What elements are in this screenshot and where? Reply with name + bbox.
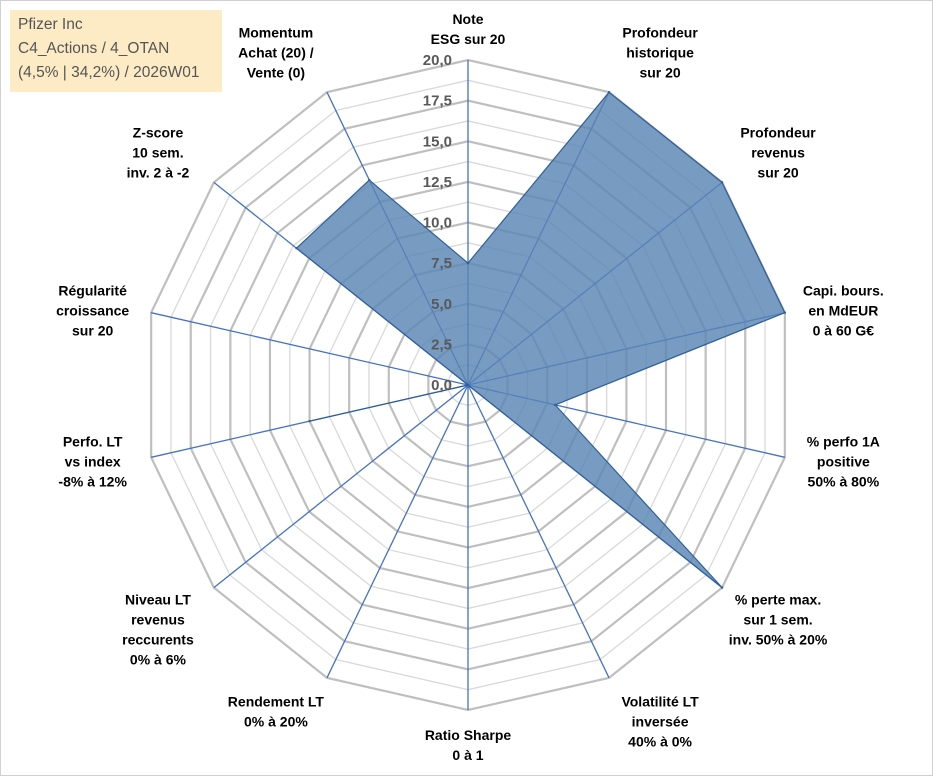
- tick-label: 0,0: [431, 377, 452, 394]
- axis-label: Profondeur revenus sur 20: [740, 125, 816, 181]
- axis-label: Note ESG sur 20: [431, 11, 506, 47]
- axis-label: Ratio Sharpe 0 à 1: [425, 727, 512, 763]
- data-point: [553, 403, 557, 407]
- data-point: [783, 311, 787, 314]
- axis-label: Rendement LT 0% à 20%: [228, 693, 325, 729]
- tick-label: 2,5: [431, 336, 452, 353]
- axis-label: Z-score 10 sem. inv. 2 à -2: [127, 125, 190, 181]
- data-point: [308, 419, 311, 423]
- data-point: [466, 261, 470, 265]
- company-name: Pfizer Inc: [18, 16, 83, 33]
- axis-label: Perfo. LT vs index -8% à 12%: [58, 433, 127, 489]
- tick-label: 10,0: [423, 215, 452, 232]
- axis-spoke: [213, 384, 469, 589]
- tick-label: 15,0: [423, 133, 452, 150]
- data-point: [720, 181, 724, 184]
- data-point: [295, 247, 298, 250]
- tick-label: 12,5: [423, 174, 452, 191]
- axis-spoke: [467, 384, 610, 679]
- axis-label: % perfo 1A positive 50% à 80%: [807, 433, 880, 489]
- axis-label: Volatilité LT inversée 40% à 0%: [621, 693, 699, 749]
- axis-spoke: [151, 312, 469, 386]
- tick-label: 5,0: [431, 296, 452, 313]
- tick-label: 20,0: [423, 52, 452, 69]
- data-point: [368, 178, 371, 182]
- axis-label: Régularité croissance sur 20: [56, 283, 129, 339]
- axis-label: Niveau LT revenus reccurents 0% à 6%: [122, 591, 194, 667]
- axis-spoke: [326, 384, 469, 679]
- portfolio-name: C4_Actions / 4_OTAN: [18, 40, 170, 57]
- data-point: [720, 586, 724, 589]
- axis-label: % perte max. sur 1 sem. inv. 50% à 20%: [729, 591, 828, 647]
- series-area: [295, 91, 786, 589]
- weights-period: (4,5% | 34,2%) / 2026W01: [18, 64, 200, 81]
- data-point: [607, 90, 611, 94]
- tick-label: 7,5: [431, 255, 452, 272]
- axis-label: Profondeur historique sur 20: [622, 25, 698, 81]
- tick-label: 17,5: [423, 93, 452, 110]
- data-point: [466, 383, 470, 387]
- info-box: Pfizer Inc C4_Actions / 4_OTAN (4,5% | 3…: [10, 10, 222, 92]
- axis-label: Capi. bours. en MdEUR 0 à 60 G€: [803, 283, 884, 339]
- axis-label: Momentum Achat (20) / Vente (0): [238, 25, 314, 81]
